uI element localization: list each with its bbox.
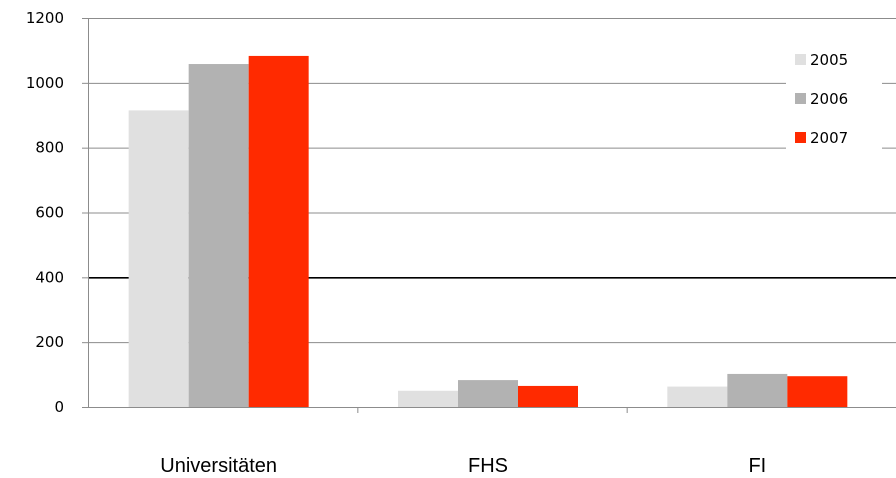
y-tick-label: 1000 bbox=[26, 74, 64, 92]
y-tick-label: 600 bbox=[35, 204, 64, 222]
bar-2007-0 bbox=[248, 55, 309, 408]
x-axis-category-labels: Universitäten FHS FI bbox=[160, 455, 766, 477]
bar-2006-0 bbox=[188, 64, 249, 407]
bars bbox=[128, 55, 848, 408]
legend: 2005 2006 2007 bbox=[786, 40, 882, 152]
y-axis-tick-labels: 0 200 400 600 800 1000 1200 bbox=[26, 9, 64, 416]
legend-swatch-2006 bbox=[795, 93, 806, 104]
x-category-label: FHS bbox=[468, 455, 508, 477]
bar-2005-0 bbox=[128, 110, 189, 407]
y-tick-label: 0 bbox=[54, 398, 64, 416]
legend-label-2005: 2005 bbox=[810, 51, 848, 69]
legend-label-2007: 2007 bbox=[810, 129, 848, 147]
legend-label-2006: 2006 bbox=[810, 90, 848, 108]
legend-swatch-2005 bbox=[795, 54, 806, 65]
legend-swatch-2007 bbox=[795, 132, 806, 143]
bar-2007-2 bbox=[787, 376, 848, 407]
y-tick-label: 800 bbox=[35, 139, 64, 157]
y-tick-label: 1200 bbox=[26, 9, 64, 27]
bar-2005-1 bbox=[398, 390, 458, 407]
bar-2007-1 bbox=[518, 385, 578, 407]
x-category-label: FI bbox=[748, 455, 766, 477]
x-category-label: Universitäten bbox=[160, 455, 277, 477]
axes bbox=[82, 18, 896, 413]
bar-2006-1 bbox=[458, 380, 518, 407]
bar-2006-2 bbox=[727, 373, 788, 407]
y-tick-label: 200 bbox=[35, 333, 64, 351]
bar-2005-2 bbox=[667, 386, 728, 407]
y-tick-label: 400 bbox=[35, 268, 64, 286]
